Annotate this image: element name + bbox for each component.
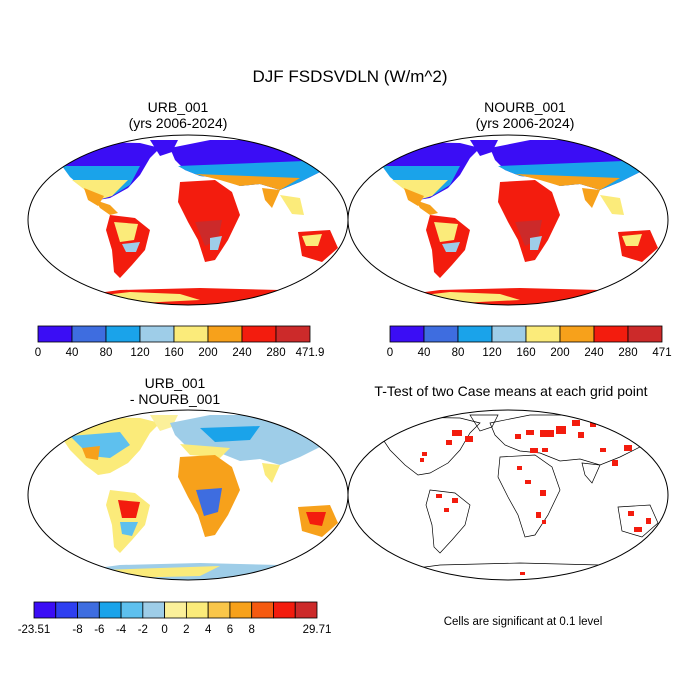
panel-nourb-colorbar-tick-label: 120 [482, 347, 501, 359]
panel-diff-colorbar-swatch [77, 601, 100, 619]
panel-ttest-title: T-Test of two Case means at each grid po… [374, 383, 647, 399]
panel-nourb-colorbar-swatch [593, 325, 629, 343]
panel-diff-map [28, 410, 348, 580]
panel-diff-colorbar-tick-label: 2 [183, 624, 189, 636]
panel-urb-colorbar-swatch [139, 325, 175, 343]
panel-nourb-colorbar-tick-label: 80 [452, 347, 465, 359]
panel-diff-colorbar-tick-label: -8 [72, 624, 82, 636]
panel-urb-colorbar-tick-label: 240 [232, 347, 251, 359]
panel-urb-colorbar-swatch [173, 325, 209, 343]
panel-nourb-colorbar-swatch [491, 325, 527, 343]
panel-nourb-colorbar-tick-label: 160 [516, 347, 535, 359]
panel-nourb-title-line1: NOURB_001 [484, 99, 566, 115]
panel-nourb-colorbar-swatch [525, 325, 561, 343]
panel-nourb-map-border [347, 134, 669, 306]
panel-diff-colorbar-swatch [185, 601, 209, 619]
panel-urb-colorbar-tick-label: 200 [198, 347, 217, 359]
panel-diff-colorbar-swatch [98, 601, 122, 619]
panel-diff-colorbar-tick-label: 4 [205, 624, 212, 636]
panel-nourb-colorbar-tick-label: 280 [618, 347, 637, 359]
panel-diff-title-line2: - NOURB_001 [130, 391, 220, 407]
panel-ttest: T-Test of two Case means at each grid po… [347, 383, 669, 628]
panel-diff-colorbar-swatch [120, 601, 144, 619]
panel-urb-colorbar-swatch [241, 325, 277, 343]
panel-diff-colorbar-tick-label: 8 [248, 624, 254, 636]
panel-urb-colorbar-swatch [37, 325, 73, 343]
panel-urb-colorbar-tick-label: 40 [66, 347, 79, 359]
panel-nourb-colorbar-tick-label: 240 [584, 347, 603, 359]
panel-nourb-colorbar-swatch [627, 325, 663, 343]
panel-ttest-note: Cells are significant at 0.1 level [444, 616, 603, 628]
panel-diff-colorbar-swatch [229, 601, 253, 619]
panel-ttest-map [348, 410, 668, 580]
panel-urb-colorbar-tick-label: 471.9 [296, 347, 325, 359]
panel-nourb-colorbar: 0 40 80 120 160 200 240 280 471 [387, 325, 672, 359]
panel-nourb-colorbar-tick-label: 471 [652, 347, 671, 359]
panel-urb-colorbar: 0 40 80 120 160 200 240 280 471.9 [35, 325, 325, 359]
panel-diff-colorbar-tick-label: 29.71 [303, 624, 332, 636]
panel-urb-colorbar-tick-label: 80 [100, 347, 113, 359]
panel-diff-colorbar-tick-label: 6 [227, 624, 233, 636]
panel-urb: URB_001 (yrs 2006-2024) [27, 99, 349, 359]
panel-diff-colorbar-tick-label: -6 [94, 624, 104, 636]
panel-urb-colorbar-swatch [71, 325, 107, 343]
panel-diff-title-line1: URB_001 [145, 375, 206, 391]
panel-urb-colorbar-swatch [275, 325, 311, 343]
panel-diff-colorbar-tick-label: 0 [161, 624, 167, 636]
panel-nourb-colorbar-swatch [423, 325, 459, 343]
panel-urb-colorbar-tick-label: 120 [130, 347, 149, 359]
panel-diff-colorbar-tick-label: -23.51 [18, 624, 51, 636]
panel-urb-map [28, 135, 348, 305]
panel-diff-colorbar: -23.51 -8 -6 -4 -2 0 2 4 6 8 29.71 [18, 601, 332, 636]
figure-title: DJF FSDSVDLN (W/m^2) [253, 67, 448, 86]
panel-urb-title-line1: URB_001 [148, 99, 209, 115]
panel-nourb-colorbar-tick-label: 200 [550, 347, 569, 359]
panel-urb-colorbar-tick-label: 160 [164, 347, 183, 359]
panel-urb-colorbar-tick-label: 280 [266, 347, 285, 359]
panel-diff-colorbar-tick-label: -4 [116, 624, 127, 636]
panel-urb-title-line2: (yrs 2006-2024) [129, 115, 228, 131]
panel-diff-colorbar-swatch [164, 601, 187, 619]
panel-diff-colorbar-swatch [55, 601, 78, 619]
panel-nourb-colorbar-tick-label: 40 [418, 347, 431, 359]
panel-diff-colorbar-tick-label: -2 [138, 624, 148, 636]
panel-diff-colorbar-swatch [33, 601, 57, 619]
panel-urb-colorbar-tick-label: 0 [35, 347, 41, 359]
panel-nourb-map [348, 135, 668, 305]
panel-nourb-colorbar-swatch [457, 325, 493, 343]
panel-diff-colorbar-swatch [294, 601, 318, 619]
panel-nourb: NOURB_001 (yrs 2006-2024) [347, 99, 672, 359]
panel-diff-colorbar-swatch [273, 601, 296, 619]
panel-diff: URB_001 - NOURB_001 -23.51 -8 -6 -4 -2 0 2 4 6 8 2… [18, 375, 349, 636]
panel-nourb-colorbar-swatch [389, 325, 425, 343]
panel-diff-colorbar-swatch [142, 601, 166, 619]
panel-nourb-title-line2: (yrs 2006-2024) [476, 115, 575, 131]
panel-urb-colorbar-swatch [105, 325, 141, 343]
panel-diff-colorbar-swatch [207, 601, 231, 619]
panel-nourb-colorbar-swatch [559, 325, 595, 343]
panel-nourb-colorbar-tick-label: 0 [387, 347, 393, 359]
panel-urb-colorbar-swatch [207, 325, 243, 343]
panel-diff-colorbar-swatch [251, 601, 274, 619]
panel-ttest-map-border [347, 409, 669, 581]
